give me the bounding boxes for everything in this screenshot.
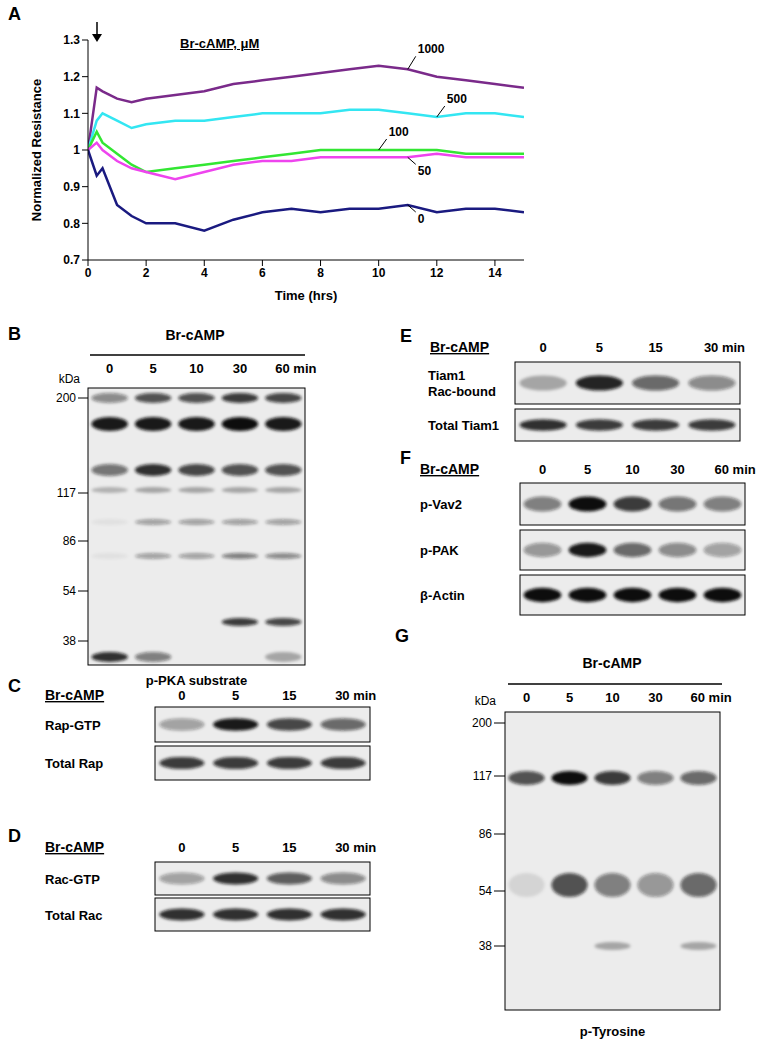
svg-text:100: 100 xyxy=(389,125,409,139)
svg-text:F: F xyxy=(400,448,411,468)
svg-text:60 min: 60 min xyxy=(691,690,732,705)
svg-text:30: 30 xyxy=(648,690,662,705)
svg-text:30: 30 xyxy=(233,361,247,376)
svg-text:54: 54 xyxy=(63,584,77,598)
svg-text:0: 0 xyxy=(418,212,425,226)
svg-text:10: 10 xyxy=(372,266,386,280)
svg-text:Br-cAMP: Br-cAMP xyxy=(45,839,104,855)
html-text:A: A xyxy=(8,4,21,24)
svg-text:1: 1 xyxy=(73,143,80,157)
svg-text:8: 8 xyxy=(317,266,324,280)
svg-text:50: 50 xyxy=(418,164,432,178)
svg-text:kDa: kDa xyxy=(475,694,497,708)
svg-text:0: 0 xyxy=(178,840,185,855)
svg-text:86: 86 xyxy=(63,534,77,548)
svg-text:5: 5 xyxy=(232,688,239,703)
svg-text:0: 0 xyxy=(85,266,92,280)
svg-text:5: 5 xyxy=(149,361,156,376)
svg-text:Br-cAMP: Br-cAMP xyxy=(420,461,479,477)
svg-text:kDa: kDa xyxy=(59,372,81,386)
svg-text:38: 38 xyxy=(479,939,493,953)
svg-text:4: 4 xyxy=(201,266,208,280)
svg-text:38: 38 xyxy=(63,634,77,648)
svg-text:15: 15 xyxy=(282,688,296,703)
svg-text:30 min: 30 min xyxy=(335,688,376,703)
svg-text:0: 0 xyxy=(539,462,546,477)
svg-text:60 min: 60 min xyxy=(715,462,756,477)
svg-text:C: C xyxy=(8,676,21,696)
svg-text:10: 10 xyxy=(189,361,203,376)
svg-text:117: 117 xyxy=(57,486,76,500)
svg-text:0.7: 0.7 xyxy=(63,253,80,267)
svg-text:60 min: 60 min xyxy=(275,361,316,376)
svg-text:Normalized Resistance: Normalized Resistance xyxy=(29,79,44,221)
svg-text:5: 5 xyxy=(232,840,239,855)
svg-text:Rac-bound: Rac-bound xyxy=(428,384,496,399)
svg-text:p-Vav2: p-Vav2 xyxy=(420,497,462,512)
svg-text:10: 10 xyxy=(605,690,619,705)
svg-text:15: 15 xyxy=(282,840,296,855)
svg-text:5: 5 xyxy=(596,340,603,355)
svg-text:200: 200 xyxy=(472,716,492,730)
svg-text:500: 500 xyxy=(447,92,467,106)
svg-text:200: 200 xyxy=(56,391,76,405)
svg-text:54: 54 xyxy=(479,884,493,898)
svg-text:2: 2 xyxy=(143,266,150,280)
svg-text:β-Actin: β-Actin xyxy=(420,588,465,603)
svg-text:G: G xyxy=(395,626,409,646)
svg-text:5: 5 xyxy=(566,690,573,705)
svg-text:p-PAK: p-PAK xyxy=(420,543,459,558)
svg-text:0: 0 xyxy=(106,361,113,376)
svg-text:0: 0 xyxy=(540,340,547,355)
svg-text:15: 15 xyxy=(648,340,662,355)
svg-text:Total Rac: Total Rac xyxy=(45,908,103,923)
svg-text:5: 5 xyxy=(584,462,591,477)
svg-text:1.2: 1.2 xyxy=(63,70,80,84)
svg-text:1000: 1000 xyxy=(418,42,445,56)
svg-text:30: 30 xyxy=(670,462,684,477)
svg-text:Tiam1: Tiam1 xyxy=(428,368,465,383)
svg-text:Br-cAMP: Br-cAMP xyxy=(582,655,641,671)
svg-text:p-PKA substrate: p-PKA substrate xyxy=(146,673,247,688)
svg-text:30 min: 30 min xyxy=(704,340,745,355)
html-text:Br-cAMP, μM: Br-cAMP, μM xyxy=(180,36,260,51)
svg-text:0: 0 xyxy=(523,690,530,705)
svg-text:1.3: 1.3 xyxy=(63,33,80,47)
svg-text:86: 86 xyxy=(479,827,493,841)
svg-text:Time (hrs): Time (hrs) xyxy=(275,288,338,303)
svg-text:14: 14 xyxy=(488,266,502,280)
svg-text:Rap-GTP: Rap-GTP xyxy=(45,718,101,733)
svg-text:30 min: 30 min xyxy=(335,840,376,855)
svg-text:B: B xyxy=(8,324,21,344)
svg-text:117: 117 xyxy=(473,769,492,783)
svg-text:0.9: 0.9 xyxy=(63,180,80,194)
svg-text:0: 0 xyxy=(178,688,185,703)
svg-text:D: D xyxy=(8,826,21,846)
svg-text:Br-cAMP: Br-cAMP xyxy=(45,687,104,703)
svg-text:p-Tyrosine: p-Tyrosine xyxy=(580,1024,646,1039)
svg-text:Total Rap: Total Rap xyxy=(45,756,103,771)
svg-text:10: 10 xyxy=(625,462,639,477)
svg-text:Total Tiam1: Total Tiam1 xyxy=(428,418,499,433)
svg-text:E: E xyxy=(400,326,412,346)
svg-text:Br-cAMP: Br-cAMP xyxy=(430,339,489,355)
svg-text:Br-cAMP: Br-cAMP xyxy=(165,327,224,343)
svg-text:12: 12 xyxy=(430,266,444,280)
svg-text:0.8: 0.8 xyxy=(63,217,80,231)
svg-text:6: 6 xyxy=(259,266,266,280)
svg-text:Rac-GTP: Rac-GTP xyxy=(45,872,100,887)
svg-text:1.1: 1.1 xyxy=(63,107,80,121)
